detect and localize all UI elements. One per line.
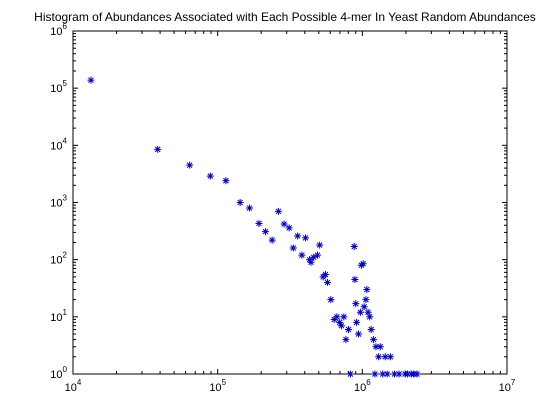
y-tick-label: 105: [50, 79, 67, 95]
data-point: [323, 278, 331, 286]
data-point: [314, 251, 322, 259]
y-tick-label: 103: [50, 194, 67, 210]
plot-area: [72, 30, 508, 375]
data-point: [379, 370, 387, 378]
data-point: [154, 145, 162, 153]
data-point: [351, 275, 359, 283]
data-point: [206, 172, 214, 180]
data-point: [362, 296, 370, 304]
data-point: [280, 220, 288, 228]
data-point: [289, 244, 297, 252]
data-point: [366, 313, 374, 321]
chart-title: Histogram of Abundances Associated with …: [34, 10, 536, 24]
data-point: [372, 343, 380, 351]
data-point: [391, 370, 399, 378]
data-point: [294, 232, 302, 240]
data-point: [364, 308, 372, 316]
data-point: [367, 326, 375, 334]
data-point: [355, 330, 363, 338]
data-markers: [87, 76, 421, 378]
data-point: [246, 204, 254, 212]
data-point: [261, 228, 269, 236]
y-tick-label: 101: [50, 308, 67, 324]
data-point: [356, 308, 364, 316]
data-point: [307, 258, 315, 266]
x-tick-label: 106: [354, 378, 371, 394]
data-point: [330, 315, 338, 323]
data-point: [87, 76, 95, 84]
data-point: [381, 353, 389, 361]
axis-ticks: 104 105 106 107 100 101 102 103 104 105 106: [50, 22, 516, 394]
data-point: [316, 241, 324, 249]
data-point: [395, 370, 403, 378]
data-point: [413, 370, 421, 378]
data-point: [340, 313, 348, 321]
data-point: [268, 236, 276, 244]
data-point: [285, 224, 293, 232]
data-point: [353, 318, 361, 326]
x-tick-label: 105: [209, 378, 226, 394]
data-point: [350, 242, 358, 250]
data-point: [375, 353, 383, 361]
data-point: [370, 336, 378, 344]
y-tick-label: 104: [50, 136, 67, 152]
data-point: [222, 177, 230, 185]
y-tick-label: 106: [50, 22, 67, 38]
data-point: [298, 251, 306, 259]
data-point: [344, 326, 352, 334]
data-point: [352, 300, 360, 308]
data-point: [336, 318, 344, 326]
x-tick-label: 104: [65, 378, 82, 394]
data-point: [386, 353, 394, 361]
data-point: [346, 370, 354, 378]
data-point: [302, 234, 310, 242]
data-point: [363, 286, 371, 294]
x-tick-label: 107: [499, 378, 516, 394]
data-point: [337, 322, 345, 330]
data-point: [360, 303, 368, 311]
data-point: [342, 336, 350, 344]
data-point: [186, 161, 194, 169]
data-point: [255, 219, 263, 227]
data-point: [321, 271, 329, 279]
data-point: [383, 370, 391, 378]
data-point: [333, 313, 341, 321]
data-point: [306, 256, 314, 264]
data-point: [327, 296, 335, 304]
data-point: [310, 253, 318, 261]
data-point: [236, 199, 244, 206]
data-point: [371, 370, 379, 378]
data-point: [376, 343, 384, 351]
data-point: [403, 370, 411, 378]
y-tick-label: 102: [50, 251, 67, 267]
data-point: [359, 260, 367, 268]
y-tick-label: 100: [50, 365, 67, 381]
data-point: [274, 207, 282, 215]
